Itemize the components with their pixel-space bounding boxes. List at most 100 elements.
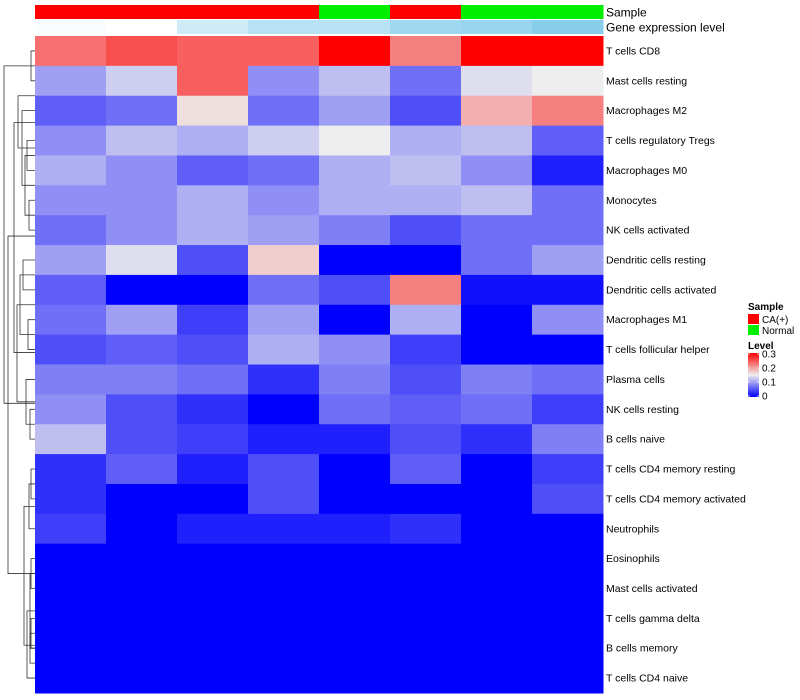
sample-annotation-cell: [106, 5, 178, 19]
heatmap-cell: [319, 274, 391, 306]
heatmap-cell: [532, 215, 604, 246]
heatmap-cell: [390, 274, 462, 306]
heatmap-cell: [248, 573, 320, 604]
heatmap-cell: [177, 364, 249, 395]
heatmap-cell: [35, 513, 107, 545]
heatmap-cell: [461, 125, 533, 156]
heatmap-cell: [177, 543, 249, 575]
heatmap-cell: [248, 633, 320, 664]
level-tick-label: 0: [762, 392, 768, 403]
dendrogram-branch: [17, 95, 35, 149]
heatmap-cell: [532, 304, 604, 336]
heatmap-cell: [248, 125, 320, 156]
heatmap-cell: [35, 334, 107, 365]
heatmap-cell: [177, 95, 249, 127]
heatmap-cell: [106, 304, 178, 336]
row-label: T cells CD4 memory resting: [606, 464, 735, 476]
heatmap-cell: [532, 334, 604, 365]
row-label: T cells regulatory Tregs: [606, 135, 715, 147]
heatmap-cell: [461, 65, 533, 97]
sample-annotation-cell: [390, 5, 462, 19]
heatmap-cell: [532, 543, 604, 575]
dendrogram-branch: [26, 610, 35, 679]
row-label: Macrophages M0: [606, 165, 687, 177]
heatmap-cell: [106, 543, 178, 575]
heatmap-cell: [390, 513, 462, 545]
heatmap-cell: [390, 364, 462, 395]
heatmap-cell: [532, 185, 604, 216]
heatmap-cell: [248, 483, 320, 515]
heatmap-cell: [35, 633, 107, 664]
heatmap-cell: [319, 334, 391, 365]
heatmap-cell: [248, 215, 320, 246]
heatmap-cell: [461, 633, 533, 664]
sample-legend-label: CA(+): [762, 315, 788, 326]
heatmap-cell: [106, 334, 178, 365]
heatmap-cell: [106, 663, 178, 694]
level-tick-label: 0.2: [762, 364, 776, 375]
heatmap-cell: [461, 304, 533, 336]
heatmap-cell: [319, 573, 391, 604]
heatmap-cell: [390, 304, 462, 336]
heatmap-cell: [390, 483, 462, 515]
heatmap-cell: [319, 394, 391, 425]
heatmap-cell: [35, 36, 107, 67]
heatmap-cell: [390, 424, 462, 455]
sample-legend-title: Sample: [748, 302, 784, 313]
heatmap-cell: [177, 454, 249, 485]
row-label: Monocytes: [606, 195, 657, 207]
heatmap-cell: [177, 394, 249, 425]
heatmap-cell: [319, 663, 391, 694]
heatmap-cell: [177, 274, 249, 306]
heatmap-cell: [532, 603, 604, 634]
row-label: NK cells resting: [606, 404, 679, 416]
heatmap-cell: [248, 95, 320, 127]
heatmap-cell: [461, 603, 533, 634]
heatmap-cell: [532, 95, 604, 127]
heatmap-cell: [106, 274, 178, 306]
heatmap-cell: [532, 424, 604, 455]
heatmap-cell: [390, 215, 462, 246]
heatmap-cell: [390, 633, 462, 664]
row-label: T cells CD4 naive: [606, 673, 688, 685]
heatmap-cell: [106, 454, 178, 485]
heatmap-cell: [35, 483, 107, 515]
heatmap-cell: [177, 125, 249, 156]
heatmap-cell: [390, 334, 462, 365]
heatmap-cell: [35, 603, 107, 634]
heatmap-cell: [319, 95, 391, 127]
row-label: Macrophages M2: [606, 105, 687, 117]
gene-level-annotation-cell: [390, 20, 462, 34]
heatmap-cell: [106, 155, 178, 186]
heatmap-cell: [177, 573, 249, 604]
heatmap-cell: [532, 36, 604, 67]
heatmap-cell: [35, 155, 107, 186]
heatmap-cell: [35, 543, 107, 575]
heatmap-cell: [248, 245, 320, 276]
level-legend-title: Level: [748, 341, 774, 352]
gene-level-annotation-cell: [319, 20, 391, 34]
heatmap-cell: [106, 394, 178, 425]
heatmap-cell: [461, 334, 533, 365]
heatmap-cell: [319, 454, 391, 485]
gene-level-annotation-cell: [248, 20, 320, 34]
heatmap-cell: [35, 125, 107, 156]
heatmap-cell: [248, 155, 320, 186]
dendrogram-branch: [7, 235, 35, 574]
heatmap-cell: [390, 454, 462, 485]
heatmap-cell: [319, 424, 391, 455]
heatmap-cell: [35, 95, 107, 127]
heatmap-cell: [177, 483, 249, 515]
heatmap-cell: [532, 364, 604, 395]
row-label: T cells CD8: [606, 45, 660, 57]
row-label: Dendritic cells activated: [606, 284, 716, 296]
heatmap-cell: [177, 603, 249, 634]
heatmap-cell: [106, 573, 178, 604]
heatmap-cell: [177, 304, 249, 336]
heatmap-cell: [319, 125, 391, 156]
heatmap-cell: [461, 483, 533, 515]
heatmap-cell: [319, 185, 391, 216]
heatmap-cell: [35, 364, 107, 395]
